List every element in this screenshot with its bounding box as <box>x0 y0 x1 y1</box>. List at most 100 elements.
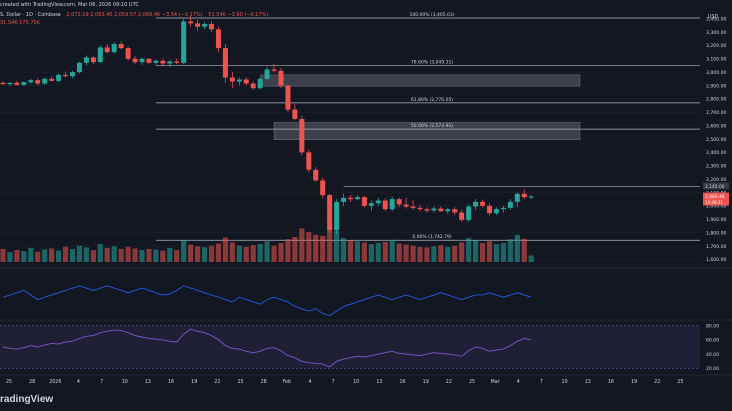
candle[interactable] <box>42 77 48 85</box>
candle[interactable] <box>257 77 263 90</box>
volume-bar <box>229 242 235 262</box>
candle[interactable] <box>202 22 208 30</box>
candle[interactable] <box>403 197 409 209</box>
candle[interactable] <box>215 26 221 53</box>
candle[interactable] <box>466 204 472 222</box>
candle[interactable] <box>49 76 55 82</box>
candle[interactable] <box>0 81 6 85</box>
candle[interactable] <box>493 207 499 216</box>
candle[interactable] <box>160 58 166 66</box>
candle[interactable] <box>500 205 506 213</box>
candle[interactable] <box>90 56 96 65</box>
volume-bar <box>403 244 409 262</box>
candle[interactable] <box>313 167 319 182</box>
candle[interactable] <box>368 200 374 212</box>
candle[interactable] <box>327 193 333 233</box>
candle[interactable] <box>299 116 305 156</box>
candle-body <box>97 47 103 63</box>
candle[interactable] <box>473 199 479 210</box>
volume-bar <box>445 246 451 262</box>
candle[interactable] <box>153 59 159 65</box>
time-axis[interactable]: 25 28 2026 4 7 10 13 16 19 22 25 28 Feb 4 7 10 13 16 19 22 2… <box>0 374 732 385</box>
time-tick-label: Feb <box>283 379 292 385</box>
candle[interactable] <box>229 72 235 89</box>
candle[interactable] <box>389 196 395 212</box>
candle[interactable] <box>139 57 145 65</box>
candle[interactable] <box>104 44 110 54</box>
candle[interactable] <box>306 149 312 173</box>
candle[interactable] <box>480 199 486 208</box>
candle[interactable] <box>361 195 367 208</box>
candle[interactable] <box>417 204 423 212</box>
candle[interactable] <box>236 77 242 86</box>
candle[interactable] <box>209 21 214 33</box>
volume-bar <box>125 246 131 262</box>
candle[interactable] <box>167 60 173 67</box>
candle[interactable] <box>445 207 451 214</box>
candle[interactable] <box>125 46 131 61</box>
candle-body <box>507 201 513 208</box>
candle[interactable] <box>195 20 201 31</box>
candle[interactable] <box>334 199 340 234</box>
volume-bar <box>146 248 152 262</box>
candle[interactable] <box>438 206 444 212</box>
candle[interactable] <box>271 64 277 73</box>
volume-bar <box>278 243 284 262</box>
candle[interactable] <box>292 104 298 121</box>
volume-bar <box>292 237 298 262</box>
candle[interactable] <box>452 207 458 216</box>
candle[interactable] <box>264 66 270 81</box>
candle[interactable] <box>76 61 82 74</box>
candle[interactable] <box>528 195 534 200</box>
candle[interactable] <box>285 84 291 113</box>
candle[interactable] <box>424 207 430 213</box>
price-tick-label: 2,900.00 <box>706 83 727 89</box>
candle[interactable] <box>431 206 437 213</box>
candle[interactable] <box>35 78 41 86</box>
candles[interactable] <box>0 16 534 234</box>
candle[interactable] <box>278 68 284 89</box>
candle[interactable] <box>375 197 381 206</box>
symbol-name[interactable]: S. Dollar · 1D · Coinbase <box>0 12 61 18</box>
candle[interactable] <box>521 189 527 200</box>
candle[interactable] <box>250 81 256 90</box>
candle[interactable] <box>7 82 13 87</box>
price-tick-label: 2,000.00 <box>706 204 727 210</box>
candle[interactable] <box>320 177 326 198</box>
candle[interactable] <box>348 195 353 202</box>
candle[interactable] <box>28 78 34 85</box>
candle[interactable] <box>146 58 152 65</box>
candle[interactable] <box>70 70 75 79</box>
candle[interactable] <box>222 44 228 83</box>
candle[interactable] <box>132 56 138 65</box>
candle[interactable] <box>21 81 27 87</box>
candle[interactable] <box>487 203 492 216</box>
candle[interactable] <box>410 200 416 210</box>
candle[interactable] <box>507 199 513 210</box>
candle[interactable] <box>382 198 388 212</box>
candle[interactable] <box>396 197 402 208</box>
candle-body <box>202 24 208 27</box>
candle[interactable] <box>97 45 103 63</box>
candle[interactable] <box>341 193 347 206</box>
candle[interactable] <box>188 16 194 27</box>
candle[interactable] <box>118 41 124 50</box>
candle[interactable] <box>514 192 520 208</box>
candle[interactable] <box>243 77 249 86</box>
candle[interactable] <box>63 71 69 78</box>
candle[interactable] <box>354 195 360 201</box>
volume-bar <box>69 248 76 262</box>
candle[interactable] <box>83 55 89 66</box>
volume-bar <box>188 244 194 262</box>
candle[interactable] <box>181 18 187 65</box>
candle[interactable] <box>174 58 180 65</box>
volume-bar <box>208 245 215 262</box>
candle[interactable] <box>459 209 465 222</box>
candle[interactable] <box>111 42 117 54</box>
last-price-label: 2,069.46 <box>705 194 725 200</box>
candle[interactable] <box>56 73 62 83</box>
candle-body <box>382 200 388 210</box>
candle[interactable] <box>14 80 20 86</box>
